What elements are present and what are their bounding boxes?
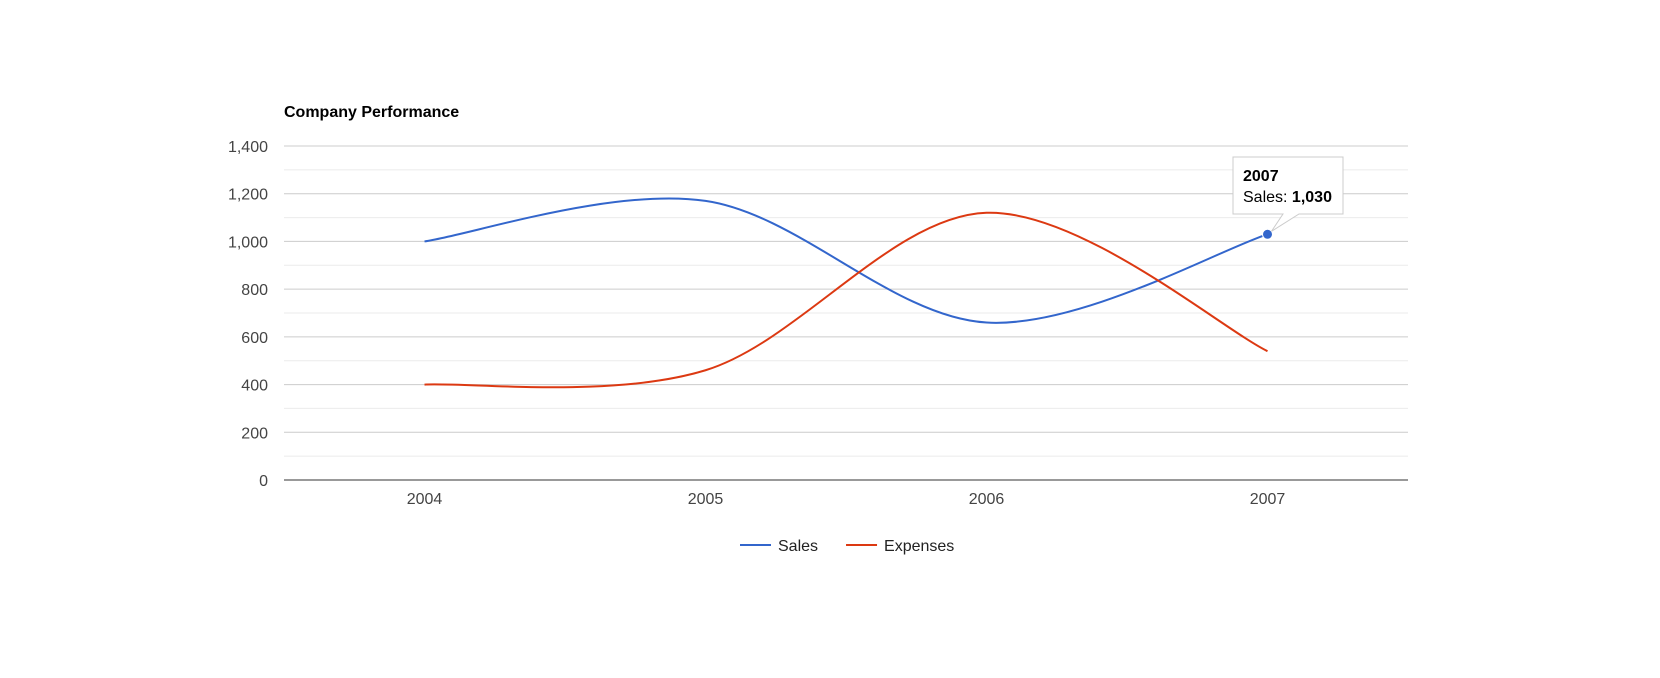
highlighted-point[interactable] [1262,228,1273,240]
legend-label-expenses[interactable]: Expenses [884,538,954,555]
tooltip-box [1232,156,1344,232]
x-tick-label: 2007 [1250,491,1286,508]
series-line-sales[interactable] [424,197,1268,324]
tooltip-value: 1,030 [1292,189,1332,206]
major-gridlines [284,145,1408,481]
y-tick-label: 800 [241,282,268,299]
tooltip-body: Sales: 1,030 [1243,189,1332,206]
chart-title: Company Performance [284,104,459,121]
legend-label-sales[interactable]: Sales [778,538,818,555]
series-lines [424,197,1268,389]
x-axis-ticks: 2004 2005 2006 2007 [407,491,1286,508]
tooltip-series-label: Sales: [1243,189,1292,206]
x-tick-label: 2004 [407,491,443,508]
y-tick-label: 200 [241,425,268,442]
y-tick-label: 600 [241,330,268,347]
tooltip: 2007 Sales: 1,030 [1232,156,1344,240]
y-tick-label: 1,200 [228,187,268,204]
tooltip-title: 2007 [1243,168,1279,185]
x-tick-label: 2006 [969,491,1005,508]
y-tick-label: 1,000 [228,234,268,251]
y-tick-label: 1,400 [228,139,268,156]
y-tick-label: 0 [259,473,268,490]
y-axis-ticks: 0 200 400 600 800 1,000 1,200 1,400 [228,139,268,490]
legend: Sales Expenses [740,538,954,555]
series-line-expenses[interactable] [424,211,1268,389]
x-tick-label: 2005 [688,491,724,508]
y-tick-label: 400 [241,378,268,395]
